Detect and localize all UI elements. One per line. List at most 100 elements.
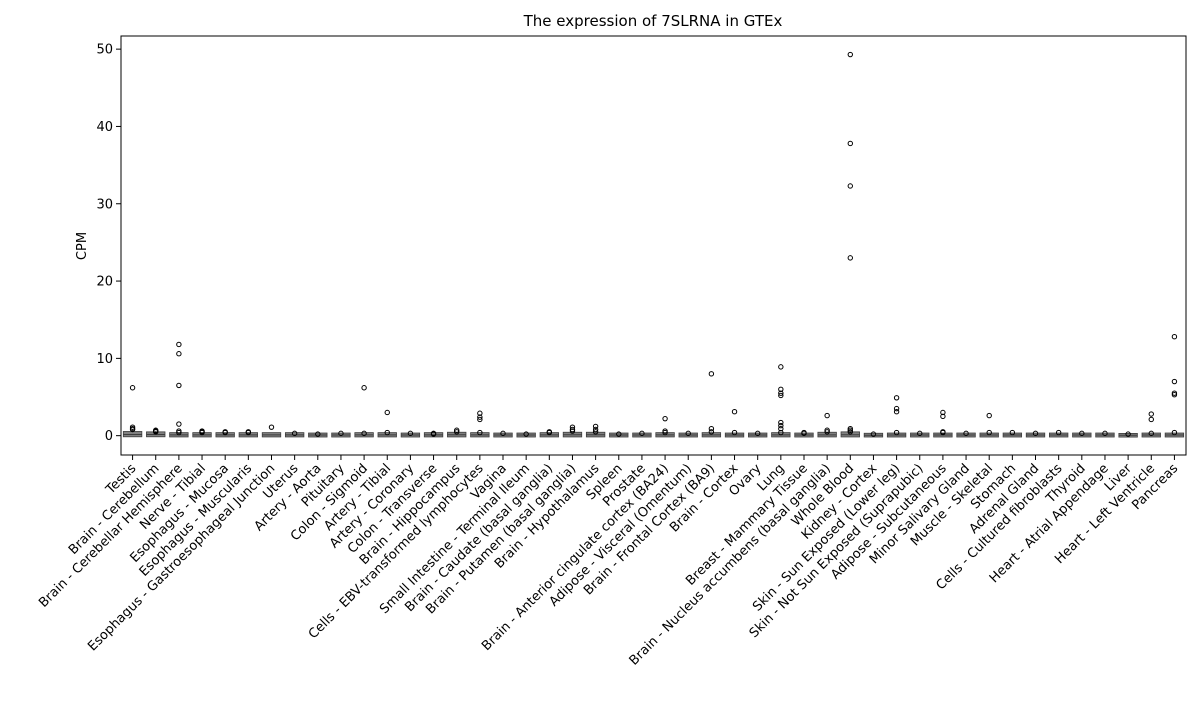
outlier-point (129, 385, 136, 391)
box-group (192, 428, 212, 438)
outlier-point (754, 430, 761, 437)
outlier-point (1148, 416, 1154, 423)
outlier-point (384, 409, 390, 416)
box-group (585, 423, 606, 438)
outlier-point (1055, 429, 1062, 436)
box-group (655, 415, 675, 438)
outlier-point (176, 382, 182, 389)
box-group (261, 424, 282, 438)
box-group (817, 412, 837, 438)
outlier-point (616, 431, 622, 437)
outlier-point (1171, 429, 1178, 436)
box-group (609, 431, 629, 438)
box-group (771, 364, 791, 438)
outlier-point (153, 429, 159, 435)
outlier-point (708, 371, 715, 377)
outlier-point (1148, 430, 1154, 437)
outlier-point (569, 424, 576, 430)
box-group (1072, 430, 1092, 438)
outlier-point (778, 429, 784, 436)
outlier-point (477, 410, 483, 416)
box-group (1118, 431, 1138, 438)
outlier-point (708, 429, 715, 435)
box-group (863, 431, 884, 438)
outlier-point (500, 430, 506, 437)
outlier-point (940, 429, 946, 436)
outlier-point (523, 431, 529, 437)
outlier-point (778, 419, 784, 426)
outlier-point (361, 385, 367, 391)
box-group (632, 430, 652, 438)
box-group (122, 385, 143, 438)
box-group (470, 410, 490, 438)
outlier-point (870, 431, 877, 437)
outlier-point (778, 426, 784, 432)
outlier-point (893, 405, 900, 412)
box-group (794, 429, 814, 438)
box-group (238, 429, 258, 438)
outlier-point (940, 409, 946, 416)
box-group (724, 409, 745, 438)
plot-frame (120, 35, 1187, 456)
outlier-point (1102, 430, 1108, 437)
box-group (539, 429, 559, 438)
box-group (284, 430, 305, 438)
outlier-point (592, 426, 599, 433)
box-group (331, 430, 351, 438)
box-group (447, 427, 467, 438)
box-group (840, 51, 860, 438)
y-tick-label: 10 (96, 352, 113, 367)
outlier-point (338, 430, 344, 437)
outlier-point (731, 429, 738, 436)
chart-title: The expression of 7SLRNA in GTEx (523, 12, 783, 30)
outlier-point (847, 140, 853, 147)
outlier-point (176, 421, 182, 427)
outlier-point (778, 390, 784, 396)
box-group (1095, 430, 1115, 438)
outlier-point (847, 429, 853, 435)
box-group (146, 427, 166, 438)
box-group (377, 409, 397, 438)
box-group (354, 385, 374, 438)
outlier-point (662, 415, 668, 422)
outlier-point (778, 364, 784, 370)
outlier-point (778, 386, 784, 392)
outlier-point (592, 429, 599, 435)
box-group (701, 371, 722, 438)
outlier-point (639, 430, 645, 437)
box-group (886, 395, 907, 438)
box-group (956, 430, 976, 438)
outlier-point (986, 429, 992, 436)
outlier-point (592, 423, 599, 430)
outlier-point (893, 409, 900, 415)
box-group (562, 424, 583, 438)
outlier-point (407, 430, 414, 437)
box-group (678, 430, 698, 438)
outlier-point (477, 414, 483, 420)
box-group (516, 431, 536, 438)
outlier-point (454, 429, 460, 435)
box-group (215, 429, 235, 438)
outlier-point (268, 424, 275, 430)
outlier-point (546, 429, 553, 436)
outlier-point (1079, 430, 1085, 437)
outlier-point (917, 430, 923, 437)
outlier-point (1171, 392, 1178, 398)
box-group (979, 412, 999, 438)
outlier-point (222, 429, 228, 436)
box-group (748, 430, 768, 438)
outlier-point (1171, 378, 1178, 385)
y-axis-label: CPM (75, 232, 90, 260)
outlier-point (662, 429, 668, 436)
outlier-point (1125, 431, 1131, 437)
box-group (493, 430, 513, 438)
box-group (1025, 430, 1046, 438)
box-group (1049, 429, 1069, 438)
outlier-point (824, 429, 830, 435)
y-tick-label: 20 (96, 275, 113, 290)
outlier-point (315, 431, 321, 437)
outlier-point (801, 430, 807, 437)
